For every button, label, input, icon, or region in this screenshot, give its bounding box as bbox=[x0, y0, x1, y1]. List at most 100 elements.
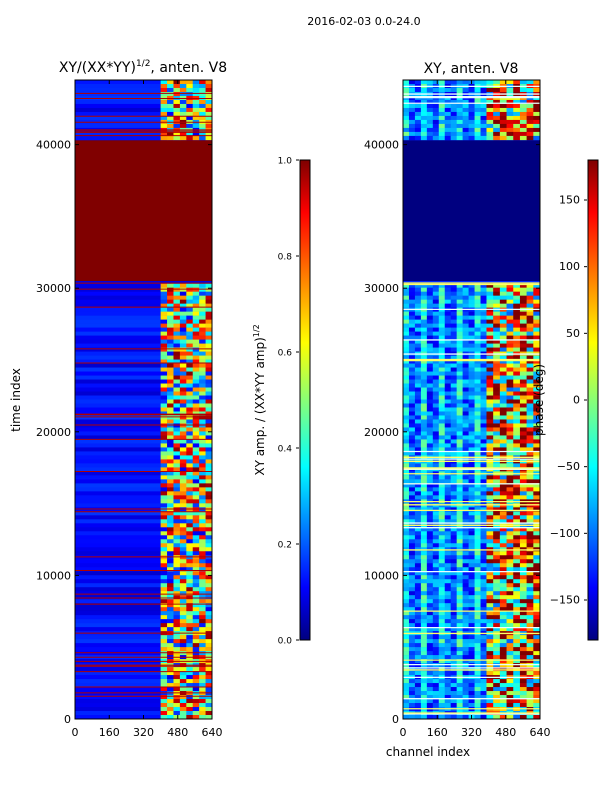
heatmap-cell bbox=[468, 687, 475, 692]
heatmap-cell bbox=[486, 687, 494, 692]
heatmap-cell bbox=[199, 603, 206, 608]
heatmap-cell bbox=[192, 323, 200, 328]
heatmap-cell bbox=[480, 695, 487, 700]
heatmap-cell bbox=[167, 619, 174, 624]
right-heatmap bbox=[403, 80, 541, 720]
heatmap-cell bbox=[526, 691, 534, 696]
heatmap-cell bbox=[192, 559, 200, 564]
heatmap-cell bbox=[533, 303, 541, 308]
heatmap-cell bbox=[438, 439, 446, 444]
heatmap-cell bbox=[486, 343, 494, 348]
heatmap-cell bbox=[426, 611, 434, 616]
heatmap-cell bbox=[205, 323, 213, 328]
heatmap-cell bbox=[462, 479, 469, 484]
heatmap-cell bbox=[186, 539, 194, 544]
heatmap-cell bbox=[468, 331, 475, 336]
heatmap-cell bbox=[474, 295, 481, 300]
heatmap-cell bbox=[173, 375, 181, 380]
heatmap-cell bbox=[186, 323, 194, 328]
heatmap-cell bbox=[526, 463, 534, 468]
heatmap-cell bbox=[432, 399, 440, 404]
heatmap-cell bbox=[167, 387, 174, 392]
heatmap-cell bbox=[499, 659, 507, 664]
heatmap-cell bbox=[468, 487, 475, 492]
heatmap-cell bbox=[173, 431, 181, 436]
heatmap-cell bbox=[173, 331, 181, 336]
heatmap-cell bbox=[506, 483, 514, 488]
heatmap-cell bbox=[173, 583, 181, 588]
heatmap-cell bbox=[160, 543, 168, 548]
colorbar-tick-label: 50 bbox=[566, 327, 580, 340]
heatmap-cell bbox=[408, 99, 416, 105]
heatmap-cell bbox=[186, 475, 194, 480]
heatmap-cell bbox=[192, 515, 200, 520]
heatmap-cell bbox=[506, 399, 514, 404]
heatmap-cell bbox=[462, 655, 469, 660]
heatmap-cell bbox=[506, 695, 514, 700]
heatmap-cell bbox=[456, 403, 463, 408]
heatmap-cell bbox=[450, 515, 457, 520]
heatmap-cell bbox=[456, 119, 463, 125]
heatmap-cell bbox=[526, 603, 534, 608]
heatmap-cell bbox=[192, 483, 200, 488]
heatmap-cell bbox=[426, 559, 434, 564]
heatmap-cell bbox=[499, 287, 507, 292]
heatmap-cell bbox=[450, 539, 457, 544]
heatmap-cell bbox=[420, 539, 428, 544]
heatmap-cell bbox=[192, 459, 200, 464]
heatmap-cell bbox=[519, 287, 527, 292]
heatmap-cell bbox=[167, 335, 174, 340]
heatmap-cell bbox=[420, 391, 428, 396]
heatmap-cell bbox=[486, 315, 494, 320]
heatmap-cell bbox=[533, 383, 541, 388]
heatmap-cell bbox=[444, 635, 452, 640]
heatmap-cell bbox=[438, 355, 446, 360]
heatmap-cell bbox=[426, 691, 434, 696]
heatmap-cell bbox=[432, 479, 440, 484]
heatmap-cell bbox=[526, 575, 534, 580]
heatmap-cell bbox=[160, 83, 168, 89]
heatmap-cell bbox=[160, 291, 168, 296]
heatmap-cell bbox=[519, 383, 527, 388]
heatmap-cell bbox=[432, 423, 440, 428]
heatmap-cell bbox=[474, 291, 481, 296]
heatmap-cell bbox=[408, 531, 416, 536]
heatmap-cell bbox=[432, 699, 440, 704]
heatmap-cell bbox=[462, 567, 469, 572]
heatmap-cell bbox=[179, 83, 187, 89]
heatmap-cell bbox=[438, 375, 446, 380]
heatmap-cell bbox=[75, 459, 161, 464]
heatmap-cell bbox=[499, 695, 507, 700]
heatmap-cell bbox=[450, 571, 457, 576]
heatmap-cell bbox=[75, 375, 161, 380]
heatmap-cell bbox=[75, 439, 161, 444]
heatmap-cell bbox=[486, 495, 494, 500]
heatmap-cell bbox=[499, 311, 507, 316]
heatmap-cell bbox=[403, 543, 410, 548]
heatmap-cell bbox=[205, 379, 213, 384]
y-tick-label: 40000 bbox=[36, 139, 71, 152]
heatmap-cell bbox=[513, 287, 521, 292]
heatmap-cell bbox=[456, 655, 463, 660]
heatmap-cell bbox=[167, 515, 174, 520]
heatmap-cell bbox=[533, 671, 541, 676]
heatmap-cell bbox=[173, 531, 181, 536]
heatmap-cell bbox=[474, 335, 481, 340]
heatmap-cell bbox=[486, 555, 494, 560]
heatmap-cell bbox=[462, 659, 469, 664]
heatmap-cell bbox=[456, 315, 463, 320]
heatmap-cell bbox=[499, 403, 507, 408]
heatmap-cell bbox=[160, 99, 168, 105]
heatmap-cell bbox=[486, 703, 494, 708]
heatmap-cell bbox=[462, 687, 469, 692]
heatmap-cell bbox=[474, 463, 481, 468]
heatmap-cell bbox=[438, 80, 446, 85]
heatmap-cell bbox=[468, 419, 475, 424]
heatmap-cell bbox=[493, 295, 501, 300]
heatmap-cell bbox=[533, 643, 541, 648]
heatmap-cell bbox=[513, 567, 521, 572]
heatmap-cell bbox=[474, 491, 481, 496]
heatmap-cell bbox=[450, 555, 457, 560]
heatmap-cell bbox=[444, 519, 452, 524]
heatmap-cell bbox=[160, 471, 168, 476]
